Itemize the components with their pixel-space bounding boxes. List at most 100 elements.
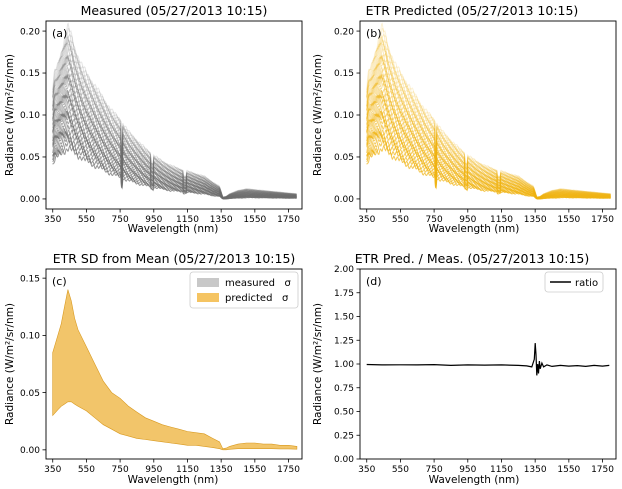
panel-d-x-tick-label: 1550 [557,465,580,475]
panel-a-spectrum-line [52,68,297,199]
panel-d-ratio-line [366,343,610,376]
panel-a-x-label: Wavelength (nm) [128,223,219,235]
panel-d: ETR Pred. / Meas. (05/27/2013 10:15) 350… [312,251,617,486]
panel-b-spectrum-line [366,73,611,199]
panel-a-tag: (a) [52,27,67,40]
panel-d-y-tick-label: 1.50 [334,313,354,323]
panel-b-spectrum-line [366,43,611,199]
panel-a-x-tick-label: 750 [112,215,129,225]
panel-a-spectrum-line [52,73,297,199]
panel-d-legend-box [544,271,604,293]
panel-d-y-tick-label: 0.75 [334,384,354,394]
panel-b-tag: (b) [366,27,382,40]
panel-b-spectrum-line [366,61,611,199]
panel-a-x-tick-label: 350 [44,215,61,225]
panel-b-spectrum-line [366,75,611,199]
panel-b: ETR Predicted (05/27/2013 10:15) 350 550 7… [312,3,617,235]
panel-b-spectrum-line [366,91,611,199]
panel-b-spectrum-line [366,89,611,199]
panel-b-title: ETR Predicted (05/27/2013 10:15) [366,3,579,18]
panel-b-x-tick-label: 950 [459,215,476,225]
panel-b-x-tick-label: 550 [392,215,409,225]
panel-b-y-ticks: 0.00 0.05 0.10 0.15 0.20 [334,27,360,205]
panel-d-y-ticks: 0.00 0.25 0.50 0.75 1.00 1.25 1.50 1.75 2.00 [334,265,360,465]
panel-c-y-ticks: 0.00 0.05 0.10 0.15 [20,274,46,456]
panel-b-frame [359,20,617,210]
panel-a-x-tick-label: 1350 [210,215,233,225]
panel-c-x-tick-label: 1750 [277,465,300,475]
panel-c-x-tick-label: 1550 [243,465,266,475]
panel-b-spectrum-line [366,36,611,198]
panel-b-spectrum-line [366,33,611,198]
panel-c-y-tick-label: 0.15 [20,274,40,284]
panel-c-tag: (c) [52,275,67,288]
panel-b-spectrum-line [366,54,611,199]
panel-a-spectrum-line [52,55,297,199]
panel-a-spectrum-line [52,33,297,198]
panel-b-x-tick-label: 750 [426,215,443,225]
panel-a-spectrum-line [52,56,297,199]
panel-b-y-tick-label: 0.00 [334,195,354,205]
panel-b-x-tick-label: 1150 [490,215,513,225]
panel-d-frame [359,268,617,460]
panel-a-spectrum-line [52,74,297,199]
panel-d-y-tick-label: 1.25 [334,336,354,346]
panel-d-legend-label-ratio: ratio [575,278,598,289]
panel-c-legend-swatch-predicted [197,293,219,302]
panel-a-spectrum-line [52,73,297,199]
panel-c-x-tick-label: 1350 [210,465,233,475]
panel-a: Measured (05/27/2013 10:15) 350 550 750 950… [4,3,303,235]
panel-c-y-tick-label: 0.05 [20,389,40,399]
panel-a-spectrum-line [52,54,297,199]
panel-b-x-tick-label: 1350 [524,215,547,225]
panel-a-y-tick-label: 0.15 [20,69,40,79]
panel-a-spectrum-line [52,43,297,199]
panel-c-x-tick-label: 350 [44,465,61,475]
panel-a-spectrum-line [52,47,297,199]
panel-b-y-tick-label: 0.10 [334,111,354,121]
panel-d-x-tick-label: 350 [358,465,375,475]
panel-b-spectrum-line [366,22,611,198]
panel-c-y-tick-label: 0.00 [20,446,40,456]
panel-c-legend: measured σ predicted σ [189,271,299,309]
panel-a-x-ticks: 350 550 750 950 1150 1350 1550 1750 [44,209,300,225]
panel-a-spectrum-line [52,22,297,198]
panel-a-spectrum-line [52,42,297,198]
panel-d-x-label: Wavelength (nm) [429,474,520,486]
panel-a-y-label: Radiance (W/m²/sr/nm) [4,54,16,176]
panel-b-x-tick-label: 1550 [557,215,580,225]
panel-a-y-tick-label: 0.00 [20,195,40,205]
panel-a-spectrum-line [52,65,297,199]
panel-a-spectrum-line [52,36,297,198]
panel-c-legend-label-measured: measured σ [225,278,291,289]
panel-d-x-tick-label: 750 [426,465,443,475]
panel-d-y-tick-label: 0.25 [334,431,354,441]
panel-d-x-tick-label: 950 [459,465,476,475]
panel-a-spectrum-line [52,28,297,198]
panel-b-spectrum-line [366,47,611,199]
panel-b-spectrum-line [366,65,611,199]
panel-c-x-ticks: 350 550 750 950 1150 1350 1550 1750 [44,459,300,475]
panel-d-y-tick-label: 0.00 [334,455,354,465]
panel-a-spectrum-line [52,89,297,199]
panel-b-y-label: Radiance (W/m²/sr/nm) [312,54,324,176]
panel-c-legend-swatch-measured [197,278,219,287]
panel-d-x-tick-label: 1750 [591,465,614,475]
panel-d-y-label: Radiance (W/m²/sr/nm) [312,303,324,425]
panel-b-spectrum-line [366,28,611,198]
panel-a-spectrum-line [52,39,297,198]
panel-b-spectrum-line [366,56,611,199]
panel-b-spectrum-line [366,74,611,199]
panel-d-series [366,343,610,376]
panel-a-x-tick-label: 950 [145,215,162,225]
panel-d-y-tick-label: 1.75 [334,289,354,299]
panel-d-x-ticks: 350 550 750 950 1150 1350 1550 1750 [358,459,614,475]
panel-b-spectrum-line [366,82,611,199]
panel-b-spectrum-line [366,55,611,199]
panel-d-x-tick-label: 550 [392,465,409,475]
panel-c-y-tick-label: 0.10 [20,332,40,342]
panel-a-spectrum-line [52,82,297,199]
panel-b-series [366,22,611,200]
panel-b-spectrum-line [366,73,611,199]
